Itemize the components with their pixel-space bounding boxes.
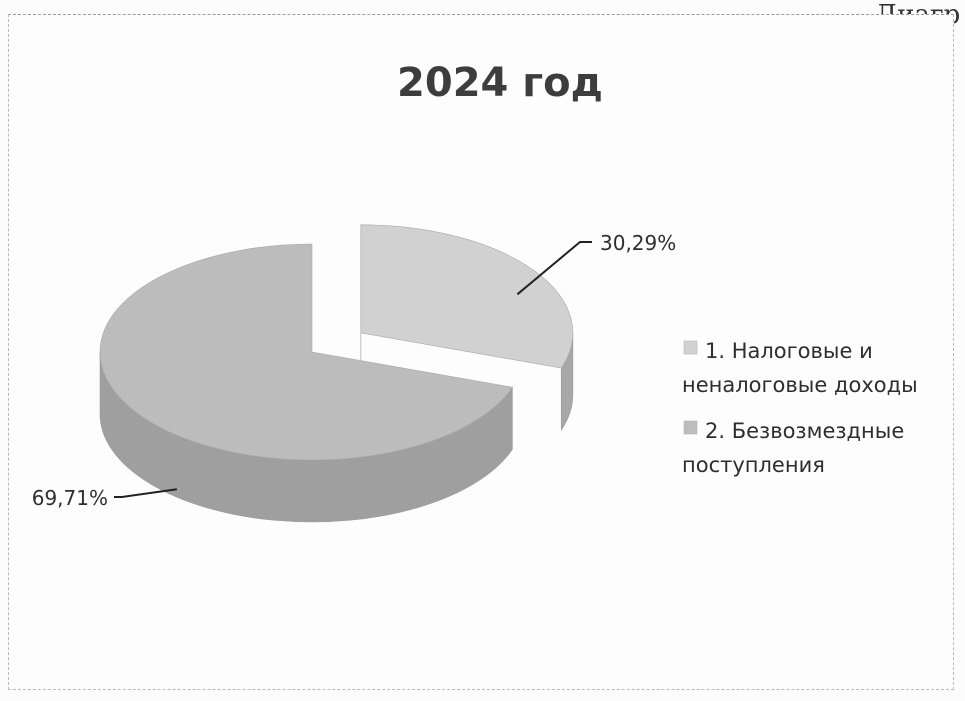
legend: 1. Налоговые и неналоговые доходы 2. Безво… (682, 339, 918, 477)
pie-layer (99, 224, 574, 523)
pie-slice-texture-2 (99, 244, 513, 460)
legend-label-2-line-2: поступления (682, 453, 825, 477)
legend-swatch-1 (683, 340, 698, 355)
pie-slice-texture-1 (360, 224, 573, 369)
legend-label-1-line-1: 1. Налоговые и (705, 339, 873, 363)
chart-title: 2024 год (397, 60, 603, 106)
leader-line-2 (114, 488, 178, 498)
legend-label-1-line-2: неналоговые доходы (682, 373, 918, 397)
data-label-layer: 30,29% 69,71% (32, 231, 677, 510)
pie-slice-side-texture-2 (99, 352, 513, 522)
data-label-2: 69,71% (32, 486, 108, 510)
leader-line-1 (516, 241, 592, 296)
legend-swatch-2 (683, 420, 698, 435)
legend-label-2-line-1: 2. Безвозмездные (705, 419, 904, 443)
data-label-1: 30,29% (600, 231, 676, 255)
pie-slice-side-texture-1 (561, 332, 573, 431)
